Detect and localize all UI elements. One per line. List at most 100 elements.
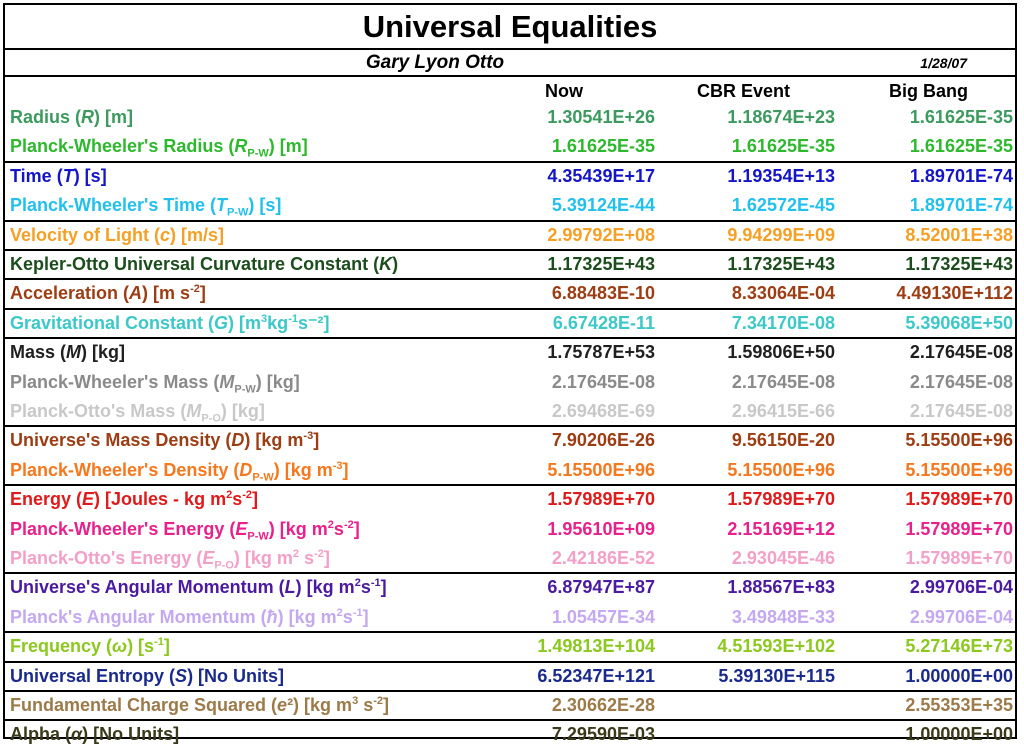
value-now: 2.17645E-08 <box>551 371 655 392</box>
label-mid: ) [kg m <box>295 577 355 598</box>
label-pre: Universal Entropy ( <box>10 665 176 686</box>
row-divider <box>5 307 1015 310</box>
value-cbr-event: 8.33064E-04 <box>731 283 835 304</box>
label-pre: Planck-Wheeler's Energy ( <box>10 518 236 539</box>
label-pre: Kepler-Otto Universal Curvature Constant… <box>10 254 380 274</box>
label-tail: ] <box>362 606 369 627</box>
value-now: 6.67428E-11 <box>552 312 655 333</box>
value-now: 6.88483E-10 <box>551 283 655 304</box>
label-sup1: 2 <box>226 489 233 502</box>
label-mid: ) [m s <box>142 283 191 304</box>
label-post: ] <box>342 459 349 480</box>
label-sup1: -2 <box>190 283 200 296</box>
value-now: 1.75787E+53 <box>547 342 655 363</box>
value-cbr-event: 9.94299E+09 <box>727 224 835 245</box>
row-divider <box>5 572 1015 575</box>
label-sym: R <box>234 136 248 157</box>
table-row: Radius (R) [m] 1.30541E+26 1.18674E+23 1.61… <box>5 103 1015 132</box>
value-cbr-event: 1.57989E+70 <box>727 489 835 510</box>
value-now: 1.61625E-35 <box>551 136 655 157</box>
value-big-bang: 2.17645E-08 <box>909 401 1013 421</box>
label-mid: ) [kg] <box>81 342 126 363</box>
value-cbr-event: 3.49848E-33 <box>731 606 835 627</box>
value-big-bang: 2.99706E-04 <box>909 606 1013 627</box>
value-big-bang: 1.89701E-74 <box>909 195 1013 216</box>
page-title: Universal Equalities <box>362 9 658 44</box>
label-post: kg <box>267 312 289 333</box>
value-big-bang: 5.15500E+96 <box>905 459 1013 480</box>
value-now: 1.57989E+70 <box>547 489 655 510</box>
label-pre: Planck-Wheeler's Density ( <box>10 459 240 480</box>
value-cbr-event: 7.34170E-08 <box>731 312 835 333</box>
value-cbr-event: 1.17325E+43 <box>727 254 835 274</box>
column-header-now: Now <box>545 81 583 101</box>
label-sym: ω <box>112 636 128 657</box>
value-cbr-event: 2.15169E+12 <box>727 518 835 539</box>
label-mid: ) [kg] <box>255 371 300 392</box>
table-row: Planck-Wheeler's Mass (MP-W) [kg] 2.17645… <box>5 368 1015 397</box>
row-divider <box>5 249 1015 251</box>
label-sub: P-W <box>247 147 269 160</box>
label-mid: ) [kg m <box>268 518 328 539</box>
value-cbr-event: 1.61625E-35 <box>731 136 835 157</box>
row-label: Planck-Otto's Energy (EP-O) [kg m2 s-2] <box>10 544 330 573</box>
table-row: Planck-Wheeler's Time (TP-W) [s] 5.39124E… <box>5 191 1015 220</box>
value-cbr-event: 1.88567E+83 <box>727 577 835 598</box>
value-cbr-event: 1.62572E-45 <box>731 195 835 216</box>
label-mid: ) [kg] <box>220 401 265 421</box>
row-label: Planck's Angular Momentum (ħ) [kg m2s-1] <box>10 603 369 632</box>
label-pre: Mass ( <box>10 342 67 363</box>
label-sup1: 3 <box>261 312 268 325</box>
label-sup2: -1 <box>288 312 298 325</box>
row-label: Kepler-Otto Universal Curvature Constant… <box>10 250 398 279</box>
row-divider <box>5 337 1015 340</box>
value-big-bang: 5.27146E+73 <box>905 636 1013 657</box>
label-sym: E <box>235 518 248 539</box>
label-sup2: -2 <box>373 695 383 707</box>
value-big-bang: 2.17645E-08 <box>909 371 1013 392</box>
label-sym: E <box>202 548 215 568</box>
label-sup1: 2 <box>336 606 343 619</box>
label-sub: P-W <box>252 471 274 484</box>
row-label: Alpha (α) [No Units] <box>10 720 179 749</box>
row-label: Radius (R) [m] <box>10 103 133 132</box>
value-now: 1.49813E+104 <box>537 636 655 657</box>
value-cbr-event: 5.15500E+96 <box>727 459 835 480</box>
label-sup1: -3 <box>303 430 314 443</box>
value-cbr-event: 1.18674E+23 <box>727 107 835 127</box>
label-sup1: 2 <box>292 548 300 560</box>
label-mid: ) [kg m <box>273 459 333 480</box>
label-mid: ) [m <box>228 312 262 333</box>
table-row: Planck-Otto's Mass (MP-O) [kg] 2.69468E-6… <box>5 397 1015 426</box>
label-sym: S <box>175 665 188 686</box>
label-sup2: -2 <box>242 489 252 502</box>
label-mid: ) [kg m <box>233 548 293 568</box>
label-pre: Universe's Angular Momentum ( <box>10 577 285 598</box>
table-row: Gravitational Constant (G) [m3kg-1s⁻²] 6.… <box>5 309 1015 338</box>
label-post: ] <box>199 283 206 304</box>
value-now: 1.17325E+43 <box>547 254 655 274</box>
row-label: Energy (E) [Joules - kg m2s-2] <box>10 485 258 514</box>
row-label: Planck-Wheeler's Energy (EP-W) [kg m2s-2… <box>10 515 360 544</box>
label-sub: P-O <box>214 559 234 572</box>
row-label: Velocity of Light (c) [m/s] <box>10 221 224 250</box>
label-sym: K <box>379 254 393 274</box>
value-big-bang: 1.61625E-35 <box>909 107 1013 127</box>
table-row: Kepler-Otto Universal Curvature Constant… <box>5 250 1015 279</box>
value-big-bang: 5.15500E+96 <box>905 430 1013 451</box>
value-cbr-event: 2.93045E-46 <box>731 548 835 568</box>
label-mid: ) [No Units] <box>187 665 285 686</box>
label-post: ] <box>163 636 170 657</box>
document-date: 1/28/07 <box>920 55 967 71</box>
value-big-bang: 5.39068E+50 <box>905 312 1013 333</box>
row-divider <box>5 719 1015 722</box>
value-now: 2.99792E+08 <box>547 224 655 245</box>
row-label: Time (T) [s] <box>10 162 107 191</box>
label-post: s <box>333 518 344 539</box>
label-pre: Alpha ( <box>10 724 71 745</box>
row-label: Planck-Wheeler's Time (TP-W) [s] <box>10 191 281 220</box>
table-row: Frequency (ω) [s-1] 1.49813E+104 4.51593E+… <box>5 632 1015 661</box>
table-row: Planck-Otto's Energy (EP-O) [kg m2 s-2] 2… <box>5 544 1015 573</box>
author-divider <box>5 75 1015 77</box>
value-now: 5.39124E-44 <box>551 195 655 216</box>
